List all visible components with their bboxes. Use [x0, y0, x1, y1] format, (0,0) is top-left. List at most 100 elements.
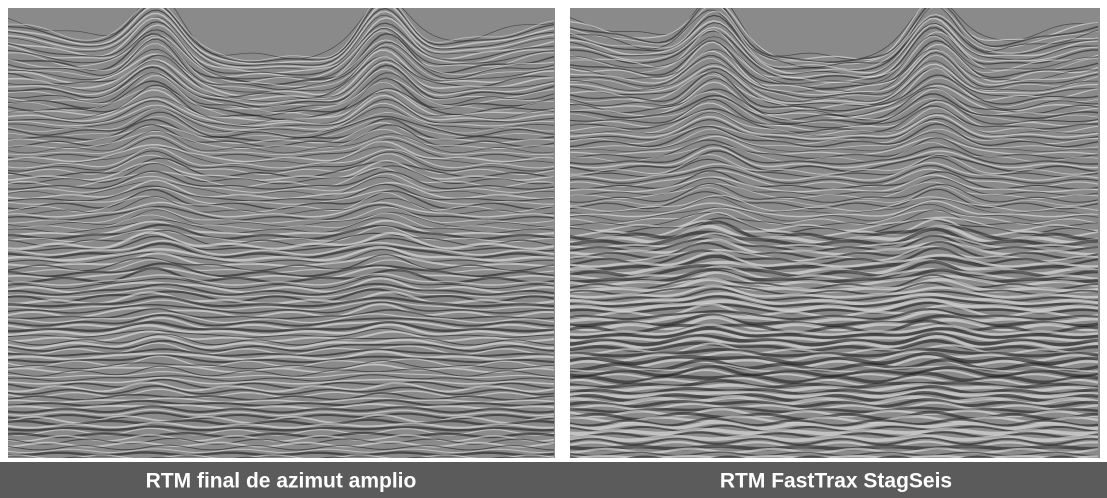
reflector: [570, 323, 1099, 336]
reflector: [570, 415, 1099, 424]
reflector: [8, 365, 555, 377]
reflector: [570, 67, 1099, 110]
reflector: [8, 21, 555, 76]
reflector: [570, 135, 1099, 156]
reflector: [570, 339, 1099, 353]
reflector: [8, 170, 555, 190]
reflector: [8, 323, 555, 337]
reflector: [8, 381, 555, 393]
reflector: [8, 377, 555, 385]
reflector: [8, 253, 555, 272]
reflector: [570, 114, 1099, 140]
reflector: [8, 403, 555, 410]
reflector: [8, 266, 555, 280]
reflector: [8, 295, 555, 308]
reflector: [570, 49, 1099, 96]
reflector: [8, 392, 555, 401]
reflector: [8, 245, 555, 262]
reflector: [570, 398, 1099, 409]
reflector: [8, 444, 555, 451]
reflector: [8, 350, 555, 361]
reflector: [570, 331, 1099, 347]
reflector: [8, 282, 555, 296]
reflector: [8, 288, 555, 303]
reflector: [8, 115, 555, 140]
reflector: [570, 132, 1099, 152]
reflector: [8, 191, 555, 213]
reflector: [570, 41, 1099, 93]
reflector: [8, 187, 554, 205]
reflector: [8, 327, 554, 338]
reflector: [8, 299, 555, 311]
reflector: [8, 30, 555, 84]
reflector: [570, 245, 1099, 262]
reflector: [8, 454, 555, 458]
reflector: [570, 10, 1099, 71]
reflector: [570, 144, 1099, 165]
reflector: [570, 63, 1099, 104]
reflector: [570, 297, 1099, 313]
reflector: [8, 206, 555, 224]
reflector: [8, 286, 555, 298]
reflector: [570, 60, 1099, 103]
reflector: [570, 24, 1099, 78]
reflector: [570, 227, 1099, 248]
seismic-texture: [570, 8, 1099, 458]
reflector: [570, 406, 1099, 414]
reflector: [8, 38, 555, 91]
reflector: [570, 383, 1099, 393]
reflector: [8, 81, 555, 119]
reflector: [8, 440, 555, 448]
reflector: [570, 234, 1099, 253]
seismic-texture: [8, 8, 555, 458]
reflector: [570, 301, 1099, 315]
reflector: [8, 92, 555, 125]
reflector: [570, 36, 1099, 88]
reflector: [8, 130, 555, 154]
reflector: [570, 310, 1098, 324]
reflector: [8, 111, 555, 139]
reflector: [8, 371, 555, 379]
reflector: [8, 128, 555, 149]
reflector: [570, 141, 1099, 163]
reflector: [570, 447, 1099, 455]
reflector: [8, 397, 555, 404]
reflector: [570, 355, 1099, 369]
reflector: [8, 408, 555, 417]
reflector: [8, 431, 555, 439]
reflector: [8, 405, 555, 414]
reflector: [8, 201, 555, 218]
reflector: [8, 55, 555, 101]
reflector: [8, 8, 555, 62]
reflector: [570, 417, 1099, 427]
caption: RTM FastTrax StagSeis: [720, 470, 952, 493]
reflector: [570, 98, 1099, 129]
reflector: [570, 265, 1099, 281]
reflector: [8, 378, 555, 390]
reflector: [570, 8, 1099, 63]
reflector: [8, 277, 555, 294]
reflector: [570, 384, 1098, 396]
reflector: [570, 123, 1099, 148]
reflector: [570, 93, 1099, 125]
reflector: [570, 313, 1099, 328]
reflector: [8, 146, 555, 169]
reflector: [570, 107, 1099, 136]
reflector: [570, 292, 1099, 306]
reflector: [570, 209, 1099, 227]
reflector: [8, 106, 555, 133]
reflector: [570, 174, 1099, 193]
reflector: [570, 146, 1099, 169]
reflector: [570, 48, 1099, 94]
reflector: [8, 348, 555, 357]
reflector: [8, 59, 555, 102]
reflector: [8, 176, 555, 197]
reflector: [8, 8, 555, 65]
reflector: [8, 276, 555, 290]
reflector: [570, 284, 1099, 299]
reflector: [8, 167, 555, 188]
reflector: [570, 194, 1099, 212]
reflector: [8, 363, 555, 374]
reflector: [570, 420, 1099, 431]
reflector: [8, 8, 555, 63]
